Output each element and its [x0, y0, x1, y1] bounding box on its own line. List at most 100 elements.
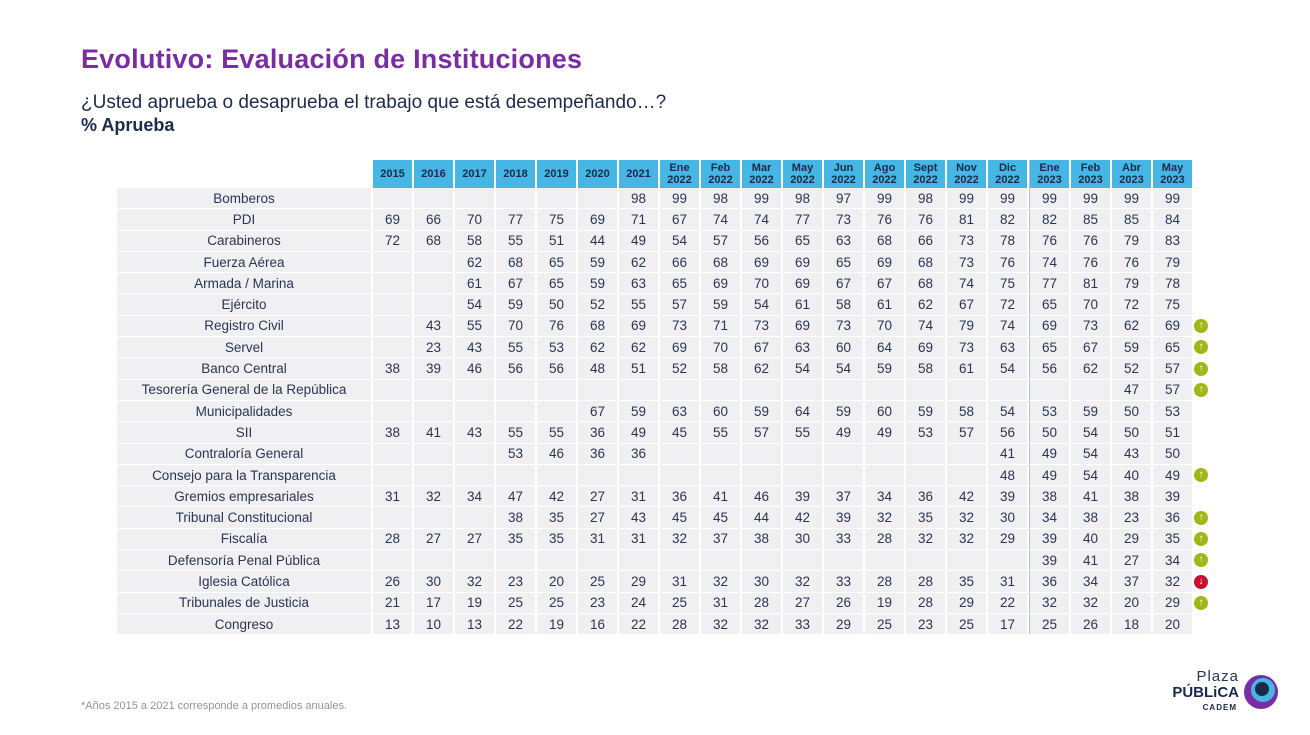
value-cell: 23 — [906, 613, 945, 636]
value-cell: 69 — [783, 251, 822, 274]
value-cell: 34 — [455, 486, 494, 508]
value-cell: 23 — [578, 592, 617, 614]
column-header-year: 2022 — [749, 174, 774, 186]
table-row: Tribunales de Justicia 21 17 19 25 25 23 24 25 31… — [117, 592, 1214, 614]
table-body: Bomberos 98 99 98 99 98 97 99 98 99 99 99 99 99 99 PDI 6… — [117, 188, 1214, 636]
value-cell: 55 — [496, 230, 535, 252]
value-cell: 58 — [906, 358, 945, 380]
value-cell: 45 — [660, 422, 699, 444]
value-cell: 76 — [1071, 230, 1110, 252]
value-cell: 25 — [537, 592, 576, 614]
value-cell: 30 — [742, 571, 781, 593]
value-cell: 40 — [1071, 528, 1110, 551]
value-cell: 22 — [496, 613, 535, 636]
value-cell — [373, 273, 412, 295]
value-cell: 25 — [947, 613, 986, 636]
value-cell: 19 — [537, 613, 576, 636]
value-cell: 69 — [578, 209, 617, 231]
logo-line-2: PÚBLiCA — [1172, 684, 1239, 701]
value-cell: 69 — [865, 251, 904, 274]
value-cell — [824, 379, 863, 401]
value-cell: 38 — [1029, 486, 1069, 508]
value-cell: 20 — [1112, 592, 1151, 614]
trend-cell: ↑ — [1194, 380, 1214, 401]
value-cell — [414, 464, 453, 487]
value-cell: 73 — [742, 315, 781, 338]
value-cell: 63 — [988, 337, 1027, 359]
value-cell: 28 — [865, 528, 904, 551]
trend-column-header — [1194, 160, 1214, 188]
value-cell: 71 — [619, 209, 658, 231]
value-cell: 75 — [988, 273, 1027, 295]
column-header-label: Feb — [710, 162, 731, 174]
value-cell: 59 — [906, 400, 945, 423]
value-cell — [742, 464, 781, 487]
value-cell — [578, 550, 617, 572]
value-cell: 76 — [988, 251, 1027, 274]
value-cell: 54 — [1071, 422, 1110, 444]
value-cell — [947, 550, 986, 572]
arrow-up-icon: ↑ — [1194, 532, 1208, 547]
value-cell — [373, 379, 412, 401]
value-cell: 53 — [496, 443, 535, 465]
trend-cell: ↑ — [1194, 358, 1214, 379]
table-row: Ejército 54 59 50 52 55 57 59 54 61 58 61 62 67 72 65 70… — [117, 294, 1214, 316]
logo-swirl-icon — [1244, 675, 1278, 709]
value-cell: 32 — [742, 613, 781, 636]
institution-name: Servel — [117, 337, 371, 359]
value-cell: 55 — [455, 315, 494, 338]
value-cell: 43 — [619, 507, 658, 529]
value-cell — [701, 550, 740, 572]
value-cell: 16 — [578, 613, 617, 636]
value-cell: 37 — [701, 528, 740, 551]
value-cell — [865, 550, 904, 572]
value-cell: 32 — [701, 571, 740, 593]
institution-name: Congreso — [117, 613, 371, 636]
value-cell — [1029, 379, 1069, 401]
value-cell: 70 — [496, 315, 535, 338]
value-cell: 31 — [660, 571, 699, 593]
value-cell: 27 — [414, 528, 453, 551]
value-cell: 57 — [947, 422, 986, 444]
value-cell: 37 — [1112, 571, 1151, 593]
value-cell — [373, 507, 412, 529]
trend-cell: ↑ — [1194, 529, 1214, 550]
value-cell: 32 — [947, 507, 986, 529]
value-cell: 56 — [496, 358, 535, 380]
value-cell: 32 — [1153, 571, 1192, 593]
value-cell: 46 — [455, 358, 494, 380]
value-cell: 35 — [1153, 528, 1192, 551]
value-cell: 55 — [496, 337, 535, 359]
value-cell — [373, 188, 412, 210]
trend-cell — [1194, 273, 1214, 294]
value-cell: 64 — [865, 337, 904, 359]
value-cell: 34 — [1153, 550, 1192, 572]
value-cell: 70 — [742, 273, 781, 295]
value-cell — [414, 251, 453, 274]
value-cell: 34 — [865, 486, 904, 508]
value-cell: 47 — [1112, 379, 1151, 401]
column-header-label: Dic — [998, 162, 1017, 174]
value-cell — [660, 550, 699, 572]
value-cell — [742, 379, 781, 401]
value-cell: 26 — [824, 592, 863, 614]
value-cell: 54 — [783, 358, 822, 380]
value-cell: 59 — [824, 400, 863, 423]
arrow-up-icon: ↑ — [1194, 319, 1208, 334]
value-cell: 98 — [619, 188, 658, 210]
value-cell: 77 — [1029, 273, 1069, 295]
value-cell: 23 — [496, 571, 535, 593]
trend-cell — [1194, 401, 1214, 422]
value-cell: 27 — [455, 528, 494, 551]
column-header: 2015 — [373, 160, 412, 188]
value-cell: 65 — [824, 251, 863, 274]
value-cell: 32 — [1029, 592, 1069, 614]
value-cell: 75 — [1153, 294, 1192, 316]
value-cell: 38 — [373, 422, 412, 444]
value-cell: 82 — [1029, 209, 1069, 231]
value-cell: 55 — [496, 422, 535, 444]
value-cell — [455, 464, 494, 487]
value-cell: 59 — [578, 251, 617, 274]
value-cell: 74 — [1029, 251, 1069, 274]
value-cell: 30 — [988, 507, 1027, 529]
